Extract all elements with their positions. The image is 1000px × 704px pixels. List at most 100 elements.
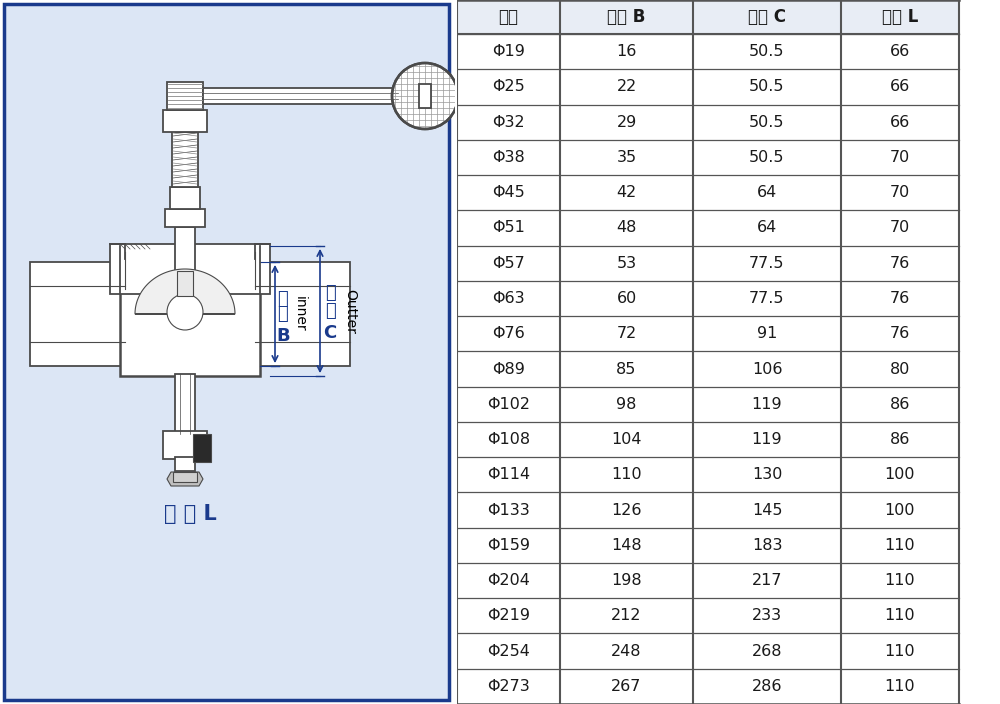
Text: 22: 22 — [616, 80, 637, 94]
Text: 85: 85 — [616, 361, 637, 377]
Text: 110: 110 — [885, 608, 915, 623]
Bar — [177, 271, 193, 296]
Text: Φ254: Φ254 — [487, 643, 530, 659]
Text: 内: 内 — [278, 290, 288, 308]
Text: 70: 70 — [890, 185, 910, 200]
Text: 50.5: 50.5 — [749, 44, 785, 59]
Bar — [165, 209, 205, 227]
Text: Φ57: Φ57 — [492, 256, 525, 271]
Text: 119: 119 — [752, 432, 782, 447]
Text: 212: 212 — [611, 608, 642, 623]
Text: 76: 76 — [890, 326, 910, 341]
Text: 50.5: 50.5 — [749, 115, 785, 130]
Text: Φ89: Φ89 — [492, 361, 525, 377]
Bar — [163, 431, 207, 459]
Bar — [170, 187, 200, 209]
Text: 规格: 规格 — [498, 8, 518, 26]
Circle shape — [392, 63, 458, 129]
Polygon shape — [167, 472, 203, 486]
Bar — [163, 110, 207, 132]
Text: 长 度 L: 长 度 L — [164, 504, 216, 524]
Text: 66: 66 — [890, 115, 910, 130]
Text: Outter: Outter — [343, 289, 357, 334]
Text: 86: 86 — [890, 432, 910, 447]
Text: Φ38: Φ38 — [492, 150, 525, 165]
Text: 76: 76 — [890, 256, 910, 271]
Text: Φ273: Φ273 — [487, 679, 530, 694]
Text: 198: 198 — [611, 573, 642, 588]
Bar — [120, 246, 260, 376]
Text: 80: 80 — [890, 361, 910, 377]
Text: 100: 100 — [885, 503, 915, 517]
Text: Φ133: Φ133 — [487, 503, 530, 517]
Text: Φ51: Φ51 — [492, 220, 525, 235]
Text: 110: 110 — [611, 467, 642, 482]
Text: 145: 145 — [752, 503, 782, 517]
Bar — [30, 262, 125, 366]
Text: 66: 66 — [890, 44, 910, 59]
Text: 119: 119 — [752, 397, 782, 412]
Bar — [193, 434, 211, 462]
Text: 110: 110 — [885, 573, 915, 588]
Text: 104: 104 — [611, 432, 642, 447]
Text: 16: 16 — [616, 44, 637, 59]
Bar — [175, 374, 195, 434]
Bar — [255, 262, 350, 366]
Text: 110: 110 — [885, 538, 915, 553]
Text: 286: 286 — [752, 679, 782, 694]
Text: Φ114: Φ114 — [487, 467, 530, 482]
Text: 长度 L: 长度 L — [882, 8, 918, 26]
Bar — [110, 244, 270, 294]
Polygon shape — [135, 269, 235, 314]
Text: 径: 径 — [278, 305, 288, 323]
Text: 内径 B: 内径 B — [607, 8, 646, 26]
Text: Φ63: Φ63 — [492, 291, 525, 306]
Text: Φ76: Φ76 — [492, 326, 525, 341]
Bar — [419, 84, 431, 108]
Text: 110: 110 — [885, 643, 915, 659]
Text: 64: 64 — [757, 185, 777, 200]
Text: 70: 70 — [890, 220, 910, 235]
Text: 53: 53 — [616, 256, 637, 271]
Text: 29: 29 — [616, 115, 637, 130]
Text: 盘: 盘 — [325, 302, 335, 320]
Text: 267: 267 — [611, 679, 642, 694]
Text: 106: 106 — [752, 361, 782, 377]
Text: B: B — [276, 327, 290, 345]
Text: 77.5: 77.5 — [749, 256, 785, 271]
Text: 48: 48 — [616, 220, 637, 235]
Text: 70: 70 — [890, 150, 910, 165]
Text: 100: 100 — [885, 467, 915, 482]
Text: 50.5: 50.5 — [749, 80, 785, 94]
Text: 217: 217 — [752, 573, 782, 588]
Text: 98: 98 — [616, 397, 637, 412]
Text: 91: 91 — [757, 326, 777, 341]
Text: Φ45: Φ45 — [492, 185, 525, 200]
Text: 148: 148 — [611, 538, 642, 553]
Text: 76: 76 — [890, 291, 910, 306]
Text: Φ204: Φ204 — [487, 573, 530, 588]
Text: 248: 248 — [611, 643, 642, 659]
Text: C: C — [323, 324, 337, 342]
Text: 130: 130 — [752, 467, 782, 482]
Text: 66: 66 — [890, 80, 910, 94]
Circle shape — [167, 294, 203, 330]
Text: 183: 183 — [752, 538, 782, 553]
Text: 72: 72 — [616, 326, 637, 341]
Text: 卡: 卡 — [325, 284, 335, 302]
Text: inner: inner — [293, 296, 307, 332]
Text: 卡盘 C: 卡盘 C — [748, 8, 786, 26]
Text: 64: 64 — [757, 220, 777, 235]
Text: 42: 42 — [616, 185, 637, 200]
Text: 126: 126 — [611, 503, 642, 517]
Text: 50.5: 50.5 — [749, 150, 785, 165]
Text: Φ19: Φ19 — [492, 44, 525, 59]
Bar — [457, 0, 959, 34]
Text: 86: 86 — [890, 397, 910, 412]
Bar — [175, 457, 195, 471]
Text: 110: 110 — [885, 679, 915, 694]
Text: Φ32: Φ32 — [492, 115, 525, 130]
Text: 60: 60 — [616, 291, 637, 306]
Text: Φ102: Φ102 — [487, 397, 530, 412]
Text: Φ219: Φ219 — [487, 608, 530, 623]
